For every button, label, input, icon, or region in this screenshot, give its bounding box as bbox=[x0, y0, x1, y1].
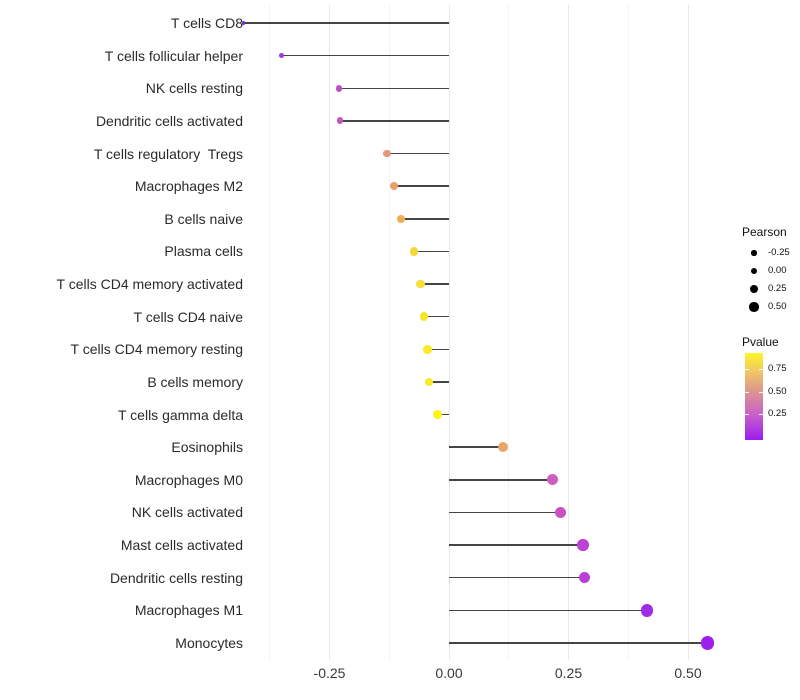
pearson-legend-label: 0.00 bbox=[768, 265, 787, 276]
lollipop-stem bbox=[339, 87, 449, 89]
y-axis-label: Plasma cells bbox=[164, 243, 243, 260]
gridline-major bbox=[329, 5, 330, 660]
lollipop-dot bbox=[335, 84, 343, 92]
pvalue-gradient-tick bbox=[745, 369, 749, 370]
y-axis-label: Macrophages M1 bbox=[134, 602, 243, 619]
lollipop-stem bbox=[340, 120, 449, 122]
y-axis-label: T cells CD4 naive bbox=[133, 308, 243, 325]
y-axis-label: Macrophages M2 bbox=[134, 178, 243, 195]
y-axis-label: T cells CD8 bbox=[170, 15, 243, 31]
lollipop-dot bbox=[577, 539, 589, 551]
y-axis-label: T cells regulatory Tregs bbox=[93, 145, 243, 162]
y-axis-label: Mast cells activated bbox=[120, 537, 243, 554]
lollipop-dot bbox=[241, 21, 246, 25]
gridline-minor bbox=[508, 5, 510, 660]
lollipop-stem bbox=[414, 250, 449, 253]
lollipop-stem bbox=[449, 642, 708, 644]
lollipop-stem bbox=[449, 511, 561, 514]
pvalue-gradient-tick bbox=[745, 413, 749, 415]
y-axis-label: Dendritic cells activated bbox=[95, 112, 243, 129]
pearson-legend-point bbox=[750, 267, 758, 275]
y-axis-label: T cells gamma delta bbox=[117, 406, 243, 423]
lollipop-dot bbox=[640, 604, 654, 617]
pvalue-legend-label: 0.50 bbox=[768, 385, 787, 397]
pearson-legend-point bbox=[749, 302, 759, 312]
lollipop-stem bbox=[449, 544, 583, 546]
lollipop-dot bbox=[382, 149, 391, 158]
pvalue-legend-label: 0.75 bbox=[768, 363, 787, 374]
pvalue-gradient-tick bbox=[759, 413, 763, 415]
lollipop-stem bbox=[428, 381, 449, 383]
y-axis-label: Macrophages M0 bbox=[134, 471, 243, 488]
pearson-legend-label: -0.25 bbox=[768, 247, 790, 258]
pearson-legend-label: 0.25 bbox=[768, 283, 787, 294]
pearson-legend-point bbox=[749, 284, 759, 294]
lollipop-dot bbox=[279, 53, 285, 59]
lollipop-dot bbox=[497, 442, 509, 453]
x-axis-tick-label: 0.25 bbox=[554, 665, 583, 681]
pearson-legend-title: Pearson bbox=[742, 225, 787, 239]
lollipop-dot bbox=[578, 571, 590, 584]
y-axis-label: T cells CD4 memory activated bbox=[56, 276, 243, 293]
y-axis-label: T cells follicular helper bbox=[104, 47, 243, 64]
pvalue-gradient-tick bbox=[759, 391, 763, 393]
lollipop-dot bbox=[555, 506, 567, 518]
lollipop-stem bbox=[437, 413, 449, 416]
lollipop-stem bbox=[394, 185, 449, 187]
y-axis-label: Dendritic cells resting bbox=[109, 569, 243, 586]
y-axis-label: B cells naive bbox=[164, 210, 243, 227]
lollipop-stem bbox=[449, 446, 503, 448]
y-axis-label: Eosinophils bbox=[171, 439, 243, 456]
lollipop-dot bbox=[336, 117, 344, 125]
x-axis-tick-label: -0.25 bbox=[313, 665, 346, 681]
y-axis-label: NK cells resting bbox=[145, 80, 243, 97]
lollipop-stem bbox=[449, 576, 585, 579]
lollipop-stem bbox=[427, 348, 449, 351]
pvalue-gradient-tick bbox=[759, 369, 763, 370]
pearson-legend-point bbox=[751, 250, 757, 256]
pvalue-gradient-bar bbox=[745, 353, 763, 440]
gridline-major bbox=[568, 5, 569, 660]
lollipop-stem bbox=[449, 609, 647, 612]
y-axis-label: T cells CD4 memory resting bbox=[70, 341, 243, 358]
lollipop-stem bbox=[401, 218, 449, 220]
lollipop-dot bbox=[423, 344, 432, 354]
x-axis-tick-label: 0.00 bbox=[435, 665, 463, 681]
pvalue-gradient-tick bbox=[745, 391, 749, 393]
gridline-minor bbox=[269, 5, 271, 660]
lollipop-dot bbox=[700, 636, 714, 650]
y-axis-label: Monocytes bbox=[175, 634, 243, 651]
lollipop-dot bbox=[432, 410, 442, 420]
lollipop-stem bbox=[424, 315, 449, 318]
gridline-major bbox=[687, 5, 689, 660]
lollipop-dot bbox=[416, 279, 425, 289]
lollipop-dot bbox=[419, 312, 429, 322]
lollipop-stem bbox=[420, 283, 449, 285]
lollipop-dot bbox=[389, 182, 399, 191]
y-axis-label: B cells memory bbox=[147, 373, 243, 390]
pvalue-legend-title: Pvalue bbox=[742, 335, 779, 349]
lollipop-stem bbox=[243, 22, 449, 24]
lollipop-stem bbox=[386, 152, 449, 155]
pvalue-legend-label: 0.25 bbox=[768, 407, 787, 419]
gridline-minor bbox=[388, 5, 390, 660]
lollipop-dot bbox=[397, 214, 406, 223]
lollipop-stem bbox=[449, 479, 553, 481]
lollipop-stem bbox=[281, 54, 449, 57]
lollipop-dot bbox=[424, 377, 434, 387]
gridline-major bbox=[448, 5, 450, 660]
pearson-legend-label: 0.50 bbox=[768, 301, 787, 312]
lollipop-dot bbox=[409, 247, 419, 256]
gridline-minor bbox=[627, 5, 629, 660]
y-axis-label: NK cells activated bbox=[131, 504, 243, 521]
lollipop-dot bbox=[547, 474, 559, 486]
x-axis-tick-label: 0.50 bbox=[674, 665, 702, 681]
